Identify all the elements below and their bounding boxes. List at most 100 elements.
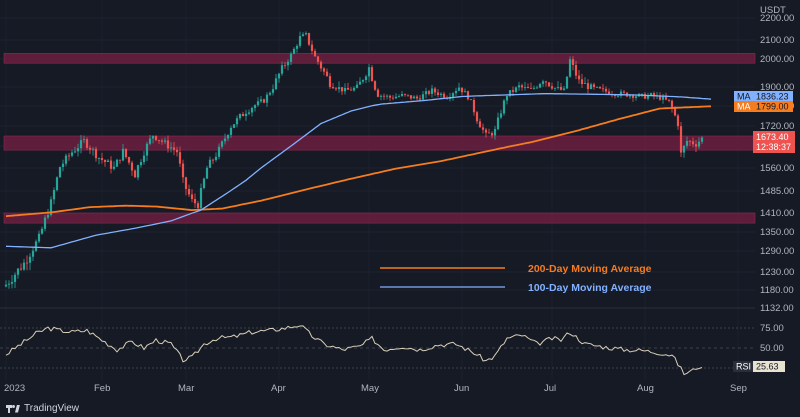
time-tick-5: Jun xyxy=(454,383,469,394)
candle-body-51 xyxy=(157,140,161,141)
candle-44 xyxy=(136,164,140,181)
candle-164 xyxy=(496,112,500,131)
candle-body-188 xyxy=(568,59,572,77)
candle-139 xyxy=(421,91,425,100)
candle-body-169 xyxy=(511,90,515,92)
candle-body-74 xyxy=(226,135,230,139)
candle-body-204 xyxy=(616,95,620,97)
candle-body-25 xyxy=(79,140,83,149)
candle-body-34 xyxy=(106,160,110,162)
zone-1 xyxy=(3,135,756,151)
candle-125 xyxy=(379,94,383,101)
candle-body-89 xyxy=(271,89,275,93)
candle-144 xyxy=(436,89,440,98)
candle-206 xyxy=(622,90,626,94)
candle-168 xyxy=(508,90,512,98)
candle-body-186 xyxy=(562,88,566,90)
candle-body-38 xyxy=(118,159,122,161)
candle-body-87 xyxy=(265,94,269,103)
candle-body-185 xyxy=(559,86,563,90)
candle-29 xyxy=(91,147,95,156)
candle-23 xyxy=(73,146,77,154)
candle-body-12 xyxy=(40,228,44,234)
candle-body-132 xyxy=(400,93,404,97)
candle-body-154 xyxy=(466,91,470,100)
candle-body-64 xyxy=(196,203,200,209)
candle-63 xyxy=(193,193,197,208)
candle-body-125 xyxy=(379,95,383,97)
candle-body-203 xyxy=(613,94,617,96)
candle-body-81 xyxy=(247,112,251,114)
candle-24 xyxy=(76,143,80,157)
time-tick-1: Feb xyxy=(94,383,110,394)
candle-53 xyxy=(163,137,167,145)
price-tick-9: 1410.00 xyxy=(760,208,794,219)
candle-body-48 xyxy=(148,138,152,144)
candle-body-229 xyxy=(691,141,695,145)
time-tick-0: 2023 xyxy=(4,383,25,394)
candle-body-29 xyxy=(91,148,95,150)
candle-body-226 xyxy=(682,145,686,153)
candle-31 xyxy=(97,157,101,165)
candle-body-82 xyxy=(250,107,254,113)
candle-body-131 xyxy=(397,96,401,97)
candle-body-150 xyxy=(454,90,458,94)
time-tick-4: May xyxy=(361,383,379,394)
candle-52 xyxy=(160,138,164,145)
candle-226 xyxy=(682,145,686,158)
candle-162 xyxy=(490,131,494,139)
candle-body-140 xyxy=(424,91,428,95)
candle-176 xyxy=(532,85,536,90)
candle-85 xyxy=(259,95,263,103)
candle-body-151 xyxy=(457,87,461,91)
tradingview-logo[interactable]: TradingView xyxy=(6,403,79,414)
candle-body-62 xyxy=(190,194,194,200)
candle-172 xyxy=(520,83,524,91)
candle-75 xyxy=(229,125,233,138)
candle-body-93 xyxy=(283,65,287,67)
candle-body-57 xyxy=(175,149,179,153)
candle-178 xyxy=(538,82,542,89)
candle-body-95 xyxy=(289,53,293,62)
candle-96 xyxy=(292,47,296,55)
candle-body-23 xyxy=(73,151,77,153)
candle-111 xyxy=(337,81,341,93)
candle-113 xyxy=(343,83,347,95)
candle-137 xyxy=(415,94,419,101)
last-price-countdown: 12:38:37 xyxy=(756,142,791,152)
candle-body-194 xyxy=(586,83,590,90)
candle-body-178 xyxy=(538,83,542,88)
candle-110 xyxy=(334,87,338,91)
candle-body-37 xyxy=(115,159,119,167)
candle-82 xyxy=(250,106,254,117)
candle-120 xyxy=(364,74,368,84)
candle-body-118 xyxy=(358,81,362,85)
candle-107 xyxy=(325,68,329,77)
candle-body-114 xyxy=(346,87,350,90)
candle-body-31 xyxy=(97,158,101,159)
candle-51 xyxy=(157,139,161,144)
candle-body-175 xyxy=(529,88,533,89)
time-axis[interactable]: 2023 Feb Mar Apr May Jun Jul Aug Sep xyxy=(4,383,747,394)
rsi-levels xyxy=(0,327,755,369)
candle-72 xyxy=(220,140,224,149)
candle-58 xyxy=(178,146,182,167)
candle-10 xyxy=(34,239,38,253)
candle-102 xyxy=(310,40,314,55)
candle-body-181 xyxy=(547,82,551,87)
candle-body-78 xyxy=(238,113,242,119)
candle-body-120 xyxy=(364,76,368,81)
candle-body-171 xyxy=(517,85,521,88)
price-tick-0: 2200.00 xyxy=(760,13,794,24)
candle-21 xyxy=(67,152,71,161)
ma100-badge-tag: MA xyxy=(737,92,751,102)
candle-body-228 xyxy=(688,140,692,142)
candle-80 xyxy=(244,109,248,121)
candle-133 xyxy=(403,93,407,97)
candle-body-161 xyxy=(487,132,491,134)
candle-body-5 xyxy=(19,268,23,270)
legend-ma200-label: 200-Day Moving Average xyxy=(528,263,652,275)
candle-body-177 xyxy=(535,87,539,89)
candle-50 xyxy=(154,135,158,142)
